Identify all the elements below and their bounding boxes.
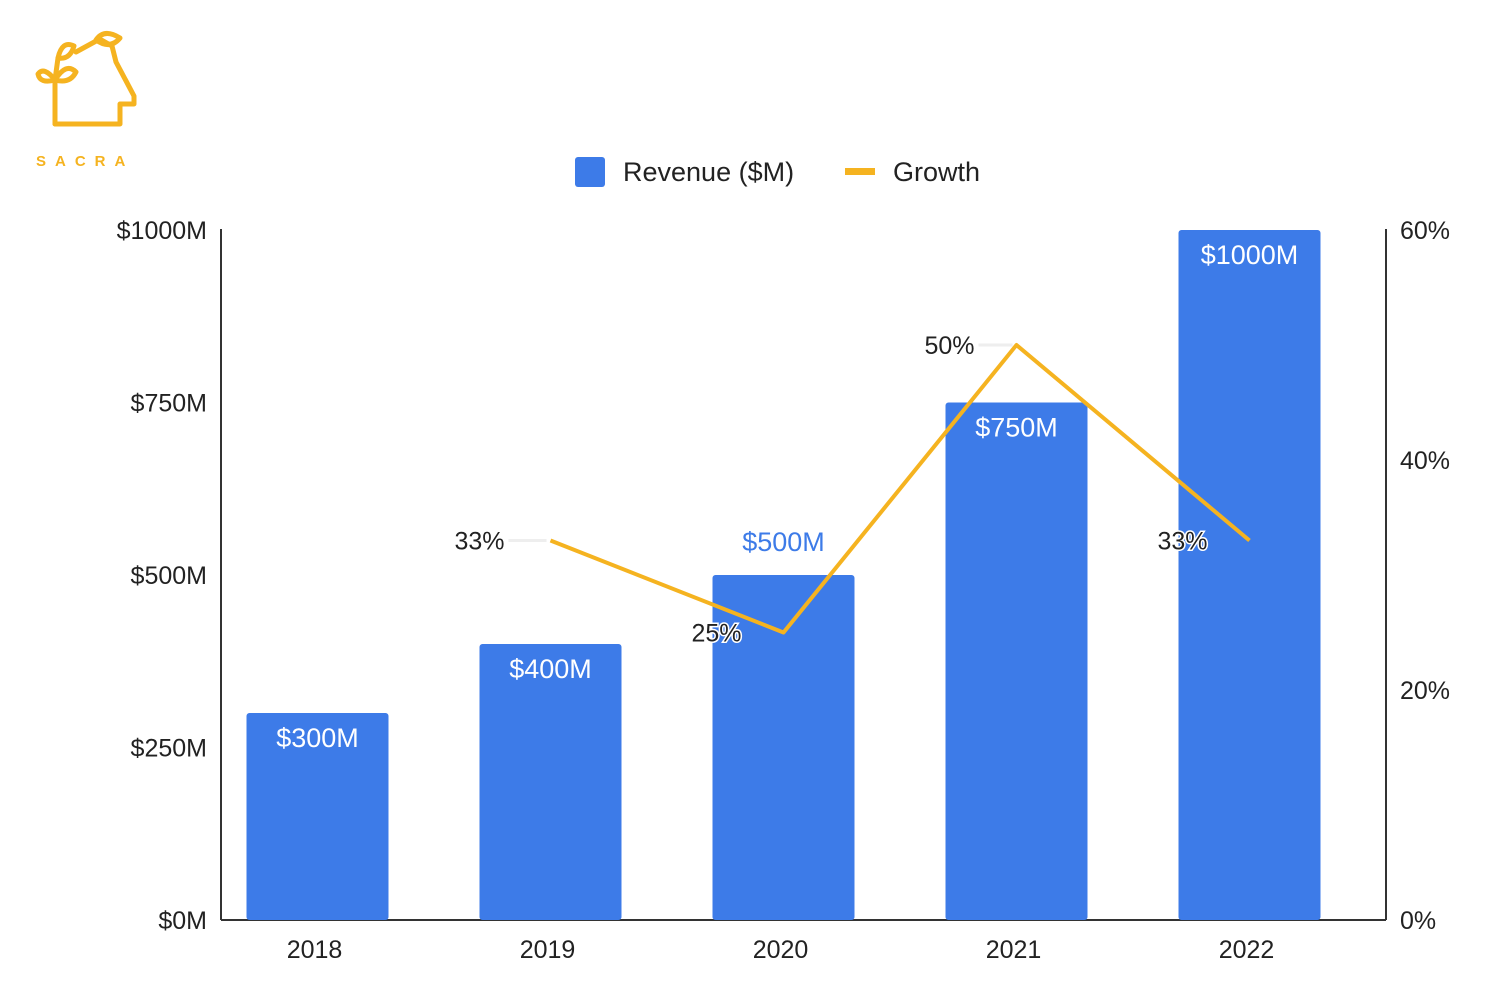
sacra-house-sprout-icon xyxy=(35,31,137,127)
right-tick-label: 40% xyxy=(1400,447,1450,475)
bar-label-2018: $300M xyxy=(276,723,359,753)
left-tick-label: $250M xyxy=(131,735,207,763)
bar-2019 xyxy=(479,644,622,920)
x-axis-tick-labels: 2018 2019 2020 2021 2022 xyxy=(287,936,1275,964)
brand-name: SACRA xyxy=(36,153,134,170)
legend: Revenue ($M) Growth xyxy=(575,157,980,187)
growth-data-labels: 33% 25% 50% 33% xyxy=(453,331,1209,650)
right-axis-tick-labels: 0% 20% 40% 60% xyxy=(1400,217,1450,935)
x-tick-label: 2018 xyxy=(287,936,343,964)
legend-label-revenue: Revenue ($M) xyxy=(623,157,794,187)
right-tick-label: 20% xyxy=(1400,677,1450,705)
bar-label-2022: $1000M xyxy=(1201,240,1299,270)
x-tick-label: 2019 xyxy=(520,936,576,964)
growth-label-2021: 50% xyxy=(924,332,974,360)
legend-swatch-revenue xyxy=(575,157,605,187)
x-tick-label: 2020 xyxy=(753,936,809,964)
left-tick-label: $750M xyxy=(131,390,207,418)
legend-swatch-growth xyxy=(845,168,875,175)
left-tick-label: $0M xyxy=(158,907,207,935)
left-axis-tick-labels: $0M $250M $500M $750M $1000M xyxy=(117,217,207,935)
x-tick-label: 2021 xyxy=(986,936,1042,964)
bar-label-2019: $400M xyxy=(509,654,592,684)
bar-2022 xyxy=(1178,230,1321,920)
sacra-logo: SACRA xyxy=(35,31,137,170)
bar-label-2021: $750M xyxy=(975,413,1058,443)
revenue-data-labels: $300M $400M $500M $750M $1000M xyxy=(276,240,1298,753)
left-tick-label: $500M xyxy=(131,562,207,590)
growth-line xyxy=(549,343,1251,635)
growth-label-2019: 33% xyxy=(454,528,504,556)
right-tick-label: 60% xyxy=(1400,217,1450,245)
revenue-bars xyxy=(246,230,1321,920)
bar-2020 xyxy=(712,575,855,920)
bar-label-2020: $500M xyxy=(742,527,825,557)
x-tick-label: 2022 xyxy=(1219,936,1275,964)
left-tick-label: $1000M xyxy=(117,217,207,245)
bar-2021 xyxy=(945,402,1088,920)
growth-label-2020: 25% xyxy=(691,620,741,648)
right-tick-label: 0% xyxy=(1400,907,1436,935)
bar-2018 xyxy=(246,713,389,920)
legend-label-growth: Growth xyxy=(893,157,980,187)
growth-label-2022: 33% xyxy=(1157,528,1207,556)
growth-series xyxy=(549,343,1251,635)
